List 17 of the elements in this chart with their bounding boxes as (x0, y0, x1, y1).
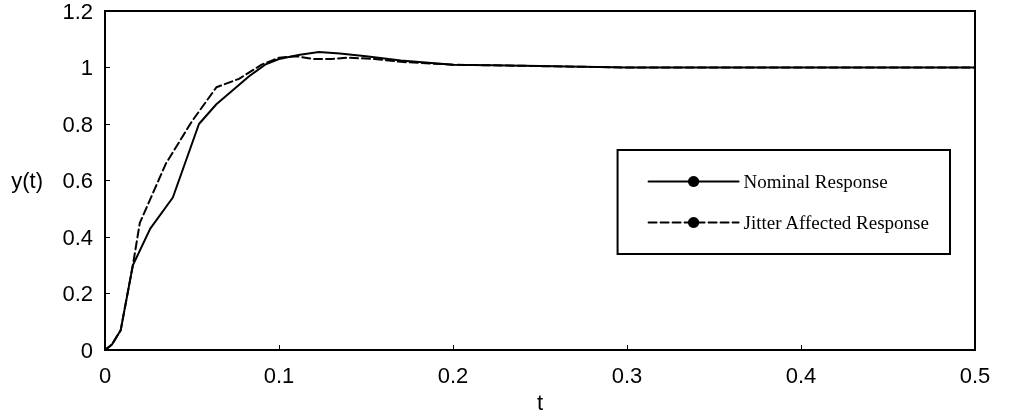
x-tick-label: 0.1 (263, 362, 295, 388)
x-tick-label: 0 (98, 362, 112, 388)
y-axis-title: y(t) (11, 168, 43, 194)
y-tick-label: 0 (80, 337, 93, 363)
y-tick-label: 0.2 (62, 281, 93, 307)
x-tick-label: 0.5 (959, 362, 991, 388)
x-tick-label: 0.2 (437, 362, 469, 388)
y-tick-label: 0.6 (62, 168, 93, 194)
legend-label: Jitter Affected Response (743, 212, 929, 233)
x-tick-label: 0.3 (611, 362, 643, 388)
x-axis-title: t (536, 389, 544, 415)
y-tick-label: 0.8 (62, 111, 93, 137)
y-tick-label: 1.2 (62, 0, 93, 24)
y-tick-label: 1 (80, 55, 93, 81)
y-tick-label: 0.4 (62, 224, 93, 250)
x-tick-label: 0.4 (785, 362, 817, 388)
legend-label: Nominal Response (743, 171, 888, 192)
